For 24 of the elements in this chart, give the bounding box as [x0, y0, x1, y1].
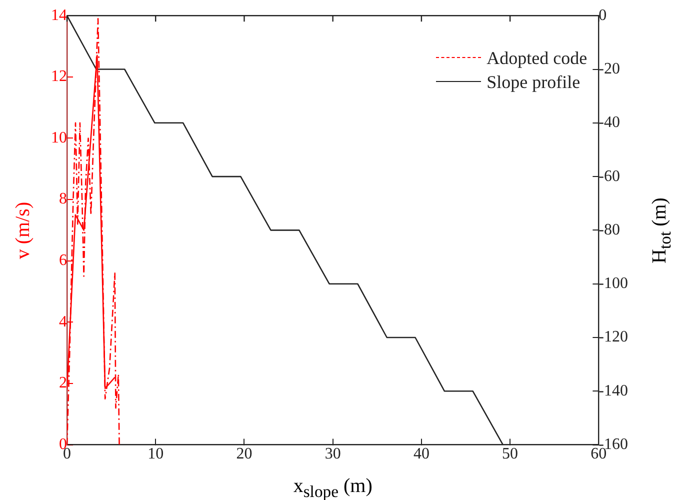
y2-tick-label: -20: [598, 60, 620, 78]
x-tick-label: 10: [148, 446, 164, 463]
x-tick-label: 50: [502, 446, 518, 463]
y2-tick-label: 0: [598, 6, 607, 24]
x-axis-title: x$_{slope}$ (m): [293, 474, 372, 500]
y-axis-title: v (m/s): [12, 202, 36, 259]
x-tick-label: 60: [590, 446, 607, 463]
y2-tick-label: -100: [598, 275, 628, 292]
x-tick-label: 40: [413, 446, 430, 463]
x-tick-label: 20: [236, 446, 252, 463]
y2-tick-label: -40: [598, 114, 620, 132]
y2-tick-label: -60: [598, 168, 620, 185]
y-tick-label: 6: [59, 252, 67, 270]
y2-tick-label: -120: [598, 328, 628, 346]
legend-label: Adopted code: [486, 46, 588, 70]
x-tick-label: 30: [324, 446, 341, 463]
y-tick-label: 14: [51, 6, 67, 24]
legend-label: Slope profile: [486, 70, 580, 94]
y-tick-label: 12: [51, 68, 67, 86]
y-tick-label: 2: [59, 374, 67, 392]
y-tick-label: 8: [59, 190, 67, 208]
y-tick-label: 10: [51, 129, 67, 146]
y2-tick-label: -140: [598, 382, 628, 400]
y2-tick-label: -80: [598, 221, 620, 238]
